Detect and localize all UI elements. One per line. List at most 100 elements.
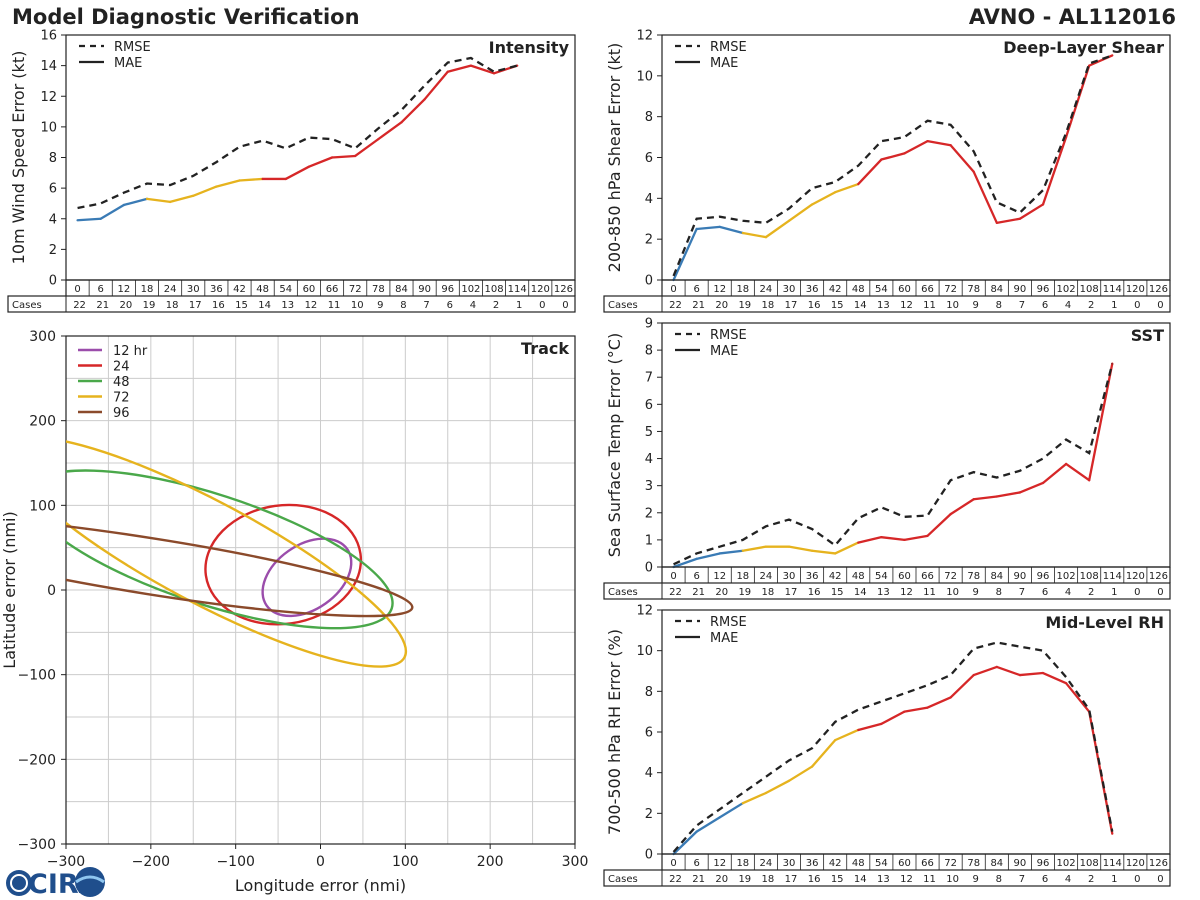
case-count: 4 [1065,300,1071,311]
mae-line-segment [122,197,149,207]
forecast-hour-label: 6 [98,284,104,295]
mae-line-segment [672,830,698,856]
forecast-hour-label: 108 [1080,571,1099,582]
mae-line-segment [926,140,952,147]
mae-line-segment [972,170,998,224]
mae-line-segment [99,203,125,220]
y-axis-label: 10m Wind Speed Error (kt) [9,51,28,265]
y-tick-label: 2 [49,243,57,258]
y-tick-label: 200 [29,414,56,430]
mae-line-segment [764,219,791,239]
cases-row-border [603,869,1171,887]
case-count: 11 [923,874,936,885]
mae-line-segment [145,197,172,204]
legend-label: 96 [113,406,130,421]
case-count: 0 [1134,587,1140,598]
panel-title: Track [521,339,569,358]
mae-line-segment [764,779,791,795]
forecast-hour-label: 102 [1057,858,1076,869]
case-count: 20 [715,300,728,311]
rmse-line [672,641,1114,853]
case-count: 4 [1065,874,1071,885]
mae-line-segment [168,194,195,204]
y-tick-label: 6 [645,726,653,741]
case-count: 13 [877,874,890,885]
mae-line-segment [880,152,906,161]
mae-line-segment [949,498,975,516]
mae-line-segment [695,552,721,561]
mae-line-segment [1018,671,1045,677]
case-count: 21 [692,587,705,598]
case-count: 19 [143,300,156,311]
mae-line-segment [834,728,860,742]
mae-line-segment [810,191,837,206]
case-count: 18 [762,874,775,885]
mae-line-segment [857,158,883,186]
mae-line-segment [469,64,496,75]
case-count: 14 [854,300,867,311]
forecast-hour-label: 120 [1126,858,1145,869]
legend-label: 12 hr [113,344,148,359]
ellipse-24 [204,503,363,626]
case-count: 0 [539,300,545,311]
forecast-hour-label: 24 [164,284,177,295]
case-count: 9 [973,300,979,311]
y-tick-label: 12 [636,604,653,619]
forecast-hour-label: 42 [829,858,842,869]
case-count: 18 [762,300,775,311]
forecast-hour-label: 120 [1126,571,1145,582]
case-count: 2 [493,300,499,311]
y-tick-label: 7 [645,371,653,386]
case-count: 17 [785,587,798,598]
legend-label: 72 [113,391,130,406]
page-title: Model Diagnostic Verification [12,5,360,29]
forecast-hour-label: 12 [713,284,726,295]
forecast-hour-label: 36 [806,858,819,869]
legend-mae-label: MAE [710,631,738,646]
forecast-hour-label: 6 [693,858,699,869]
error-ellipses [66,436,414,668]
mae-line-segment [787,545,814,552]
y-tick-label: 10 [40,120,57,135]
case-count: 14 [258,300,271,311]
forecast-hour-label: 54 [875,284,888,295]
mae-line-segment [880,536,906,542]
case-count: 11 [328,300,341,311]
y-tick-label: 10 [636,644,653,659]
y-tick-label: 5 [645,425,653,440]
cases-label: Cases [608,300,638,311]
mae-line-segment [446,64,473,73]
y-tick-label: 9 [645,317,653,332]
y-tick-label: −300 [18,837,56,853]
case-count: 11 [923,587,936,598]
forecast-hour-label: 102 [1057,284,1076,295]
mae-line-segment [903,534,929,542]
y-tick-label: 0 [645,274,653,289]
case-count: 1 [1111,874,1117,885]
forecast-hour-label: 120 [1126,284,1145,295]
x-tick-label: −200 [132,854,170,870]
x-axis-label: Longitude error (nmi) [235,876,406,895]
mae-line-segment [741,545,768,552]
mae-line-segment [284,165,311,181]
forecast-hour-label: 78 [372,284,385,295]
case-count: 1 [516,300,522,311]
case-count: 15 [831,874,844,885]
forecast-hour-label: 6 [693,284,699,295]
y-axis-label: 200-850 hPa Shear Error (kt) [605,43,624,273]
forecast-hour-label: 30 [187,284,200,295]
forecast-hour-label: 126 [1149,284,1168,295]
case-count: 21 [96,300,109,311]
rmse-line [672,54,1113,277]
case-count: 6 [1042,587,1048,598]
case-count: 15 [235,300,248,311]
case-count: 10 [946,300,959,311]
legend-label: 48 [113,375,130,390]
case-count: 16 [808,874,821,885]
case-count: 12 [900,874,913,885]
case-count: 13 [877,587,890,598]
y-tick-label: 8 [49,151,57,166]
mae-line-segment [718,802,744,819]
